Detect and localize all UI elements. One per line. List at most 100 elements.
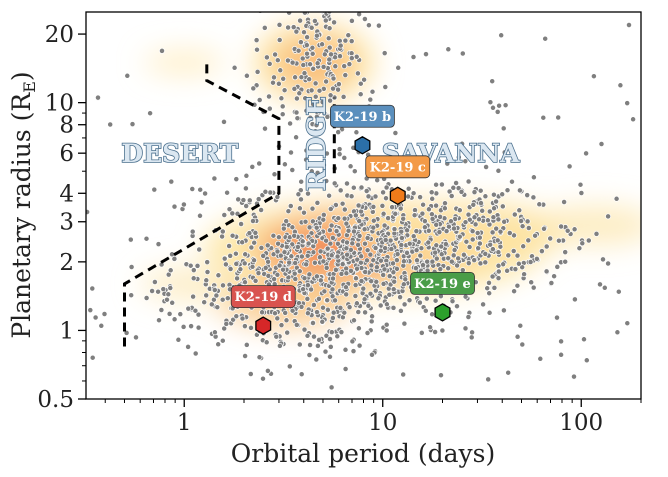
population-point — [424, 258, 431, 265]
population-point — [246, 197, 253, 204]
population-point — [454, 303, 460, 310]
population-point — [321, 51, 328, 58]
population-point — [533, 255, 540, 262]
population-point — [264, 367, 271, 374]
population-point — [358, 253, 365, 260]
population-point — [256, 97, 263, 103]
population-point — [421, 224, 428, 231]
population-point — [310, 320, 316, 326]
population-point — [487, 99, 494, 106]
population-point — [151, 186, 158, 193]
population-point — [303, 261, 310, 268]
population-point — [229, 210, 236, 217]
population-point — [313, 273, 320, 280]
population-point — [197, 212, 203, 219]
population-point — [482, 193, 489, 200]
population-point — [504, 267, 511, 274]
population-point — [437, 213, 444, 220]
population-point — [460, 251, 467, 258]
population-point — [476, 240, 483, 247]
population-point — [274, 248, 281, 255]
population-point — [410, 190, 417, 197]
population-point — [128, 292, 135, 299]
population-point — [271, 74, 277, 81]
population-point — [316, 336, 323, 343]
population-point — [306, 224, 313, 231]
population-point — [486, 290, 493, 297]
population-point — [497, 243, 504, 250]
population-point — [270, 232, 277, 239]
population-point — [375, 295, 382, 302]
population-point — [354, 70, 361, 77]
population-point — [350, 184, 357, 191]
population-point — [195, 311, 202, 318]
population-point — [275, 240, 282, 247]
population-point — [270, 79, 276, 86]
population-point — [293, 109, 300, 116]
population-point — [275, 80, 282, 87]
population-point — [338, 329, 345, 336]
population-point — [477, 260, 484, 267]
population-point — [329, 315, 336, 321]
population-point — [232, 250, 239, 257]
population-point — [373, 278, 380, 285]
population-point — [353, 129, 360, 136]
population-point — [392, 210, 399, 217]
population-point — [304, 252, 311, 259]
population-point — [337, 42, 344, 49]
population-point — [328, 222, 335, 229]
population-point — [335, 129, 342, 136]
population-point — [495, 216, 502, 223]
population-point — [496, 102, 503, 109]
population-point — [642, 207, 647, 212]
population-point — [624, 100, 631, 107]
population-point — [290, 24, 297, 31]
population-point — [401, 320, 408, 327]
population-point — [254, 46, 260, 53]
population-point — [404, 249, 410, 256]
population-point — [278, 322, 285, 329]
population-point — [398, 235, 405, 241]
population-point — [462, 325, 469, 332]
population-point — [433, 181, 440, 188]
population-point — [101, 311, 108, 317]
population-point — [330, 85, 336, 92]
population-point — [224, 295, 231, 302]
population-point — [536, 201, 543, 208]
population-point — [293, 321, 300, 328]
population-point — [194, 262, 201, 269]
population-point — [219, 228, 226, 235]
planet-label: K2-19 e — [414, 277, 471, 292]
population-point — [405, 185, 412, 192]
population-point — [324, 113, 331, 120]
population-point — [324, 306, 331, 313]
population-point — [413, 247, 420, 254]
population-point — [319, 318, 326, 325]
population-point — [185, 343, 192, 350]
population-point — [294, 115, 301, 122]
population-point — [171, 203, 178, 210]
population-point — [459, 50, 466, 57]
population-point — [406, 240, 413, 247]
population-point — [525, 225, 532, 231]
population-point — [247, 371, 254, 377]
population-point — [233, 176, 240, 183]
population-point — [521, 271, 528, 278]
population-point — [239, 239, 246, 246]
population-point — [511, 211, 518, 218]
population-point — [343, 291, 350, 298]
population-point — [428, 189, 435, 196]
population-point — [362, 309, 369, 316]
x-tick-label: 10 — [368, 410, 397, 436]
population-point — [499, 203, 506, 210]
population-point — [89, 285, 96, 292]
population-point — [400, 281, 407, 288]
population-point — [279, 111, 286, 118]
population-point — [315, 6, 320, 11]
y-tick-label: 1 — [59, 318, 74, 344]
population-point — [274, 315, 281, 322]
population-point — [495, 268, 502, 275]
population-point — [294, 12, 298, 13]
population-point — [335, 86, 342, 93]
